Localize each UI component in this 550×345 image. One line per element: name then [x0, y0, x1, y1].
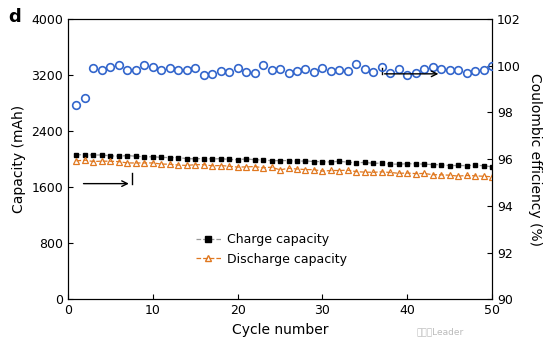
Text: 新能源Leader: 新能源Leader [416, 328, 464, 337]
X-axis label: Cycle number: Cycle number [232, 323, 328, 337]
Text: d: d [9, 8, 21, 26]
Legend: Charge capacity, Discharge capacity: Charge capacity, Discharge capacity [191, 228, 352, 270]
Y-axis label: Capacity (mAh): Capacity (mAh) [12, 105, 26, 213]
Y-axis label: Coulombic efficiency (%): Coulombic efficiency (%) [527, 72, 542, 246]
